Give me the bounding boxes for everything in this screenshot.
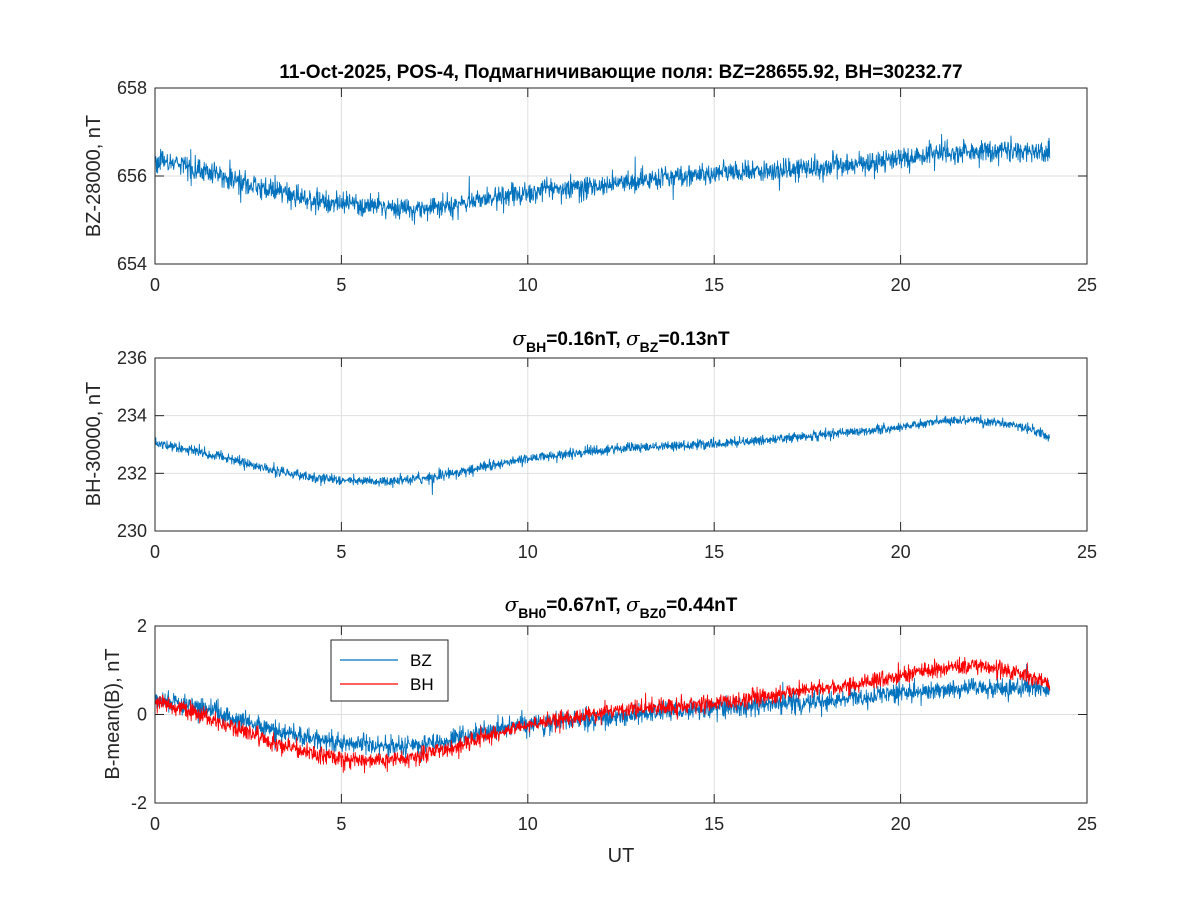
ylabel-bh: BH-30000, nT	[83, 382, 105, 507]
x-tick-label: 0	[150, 275, 160, 295]
sigma-bh-value: =0.16nT,	[546, 329, 626, 350]
ticks-bz: 0 5 10 15 20 25 654 656 658	[117, 78, 1097, 295]
x-tick-label: 15	[704, 814, 724, 834]
y-tick-label: 230	[117, 521, 147, 541]
chart-title-sigma-bh: σBH=0.16nT, σBZ=0.13nT	[512, 326, 730, 355]
axes-bh-frame	[154, 357, 1088, 532]
series-line-deviation-bh	[155, 656, 1051, 774]
x-tick-label: 20	[891, 814, 911, 834]
sigma-symbol: σ	[505, 592, 520, 616]
y-tick-label: 0	[137, 705, 147, 725]
chart-title-bz: 11-Oct-2025, POS-4, Подмагничивающие пол…	[279, 62, 962, 83]
axes-bh-background	[154, 357, 1088, 532]
plot-area-bz	[155, 133, 1051, 225]
y-tick-label: 2	[137, 616, 147, 636]
chart-title-sigma-deviation: σBH0=0.67nT, σBZ0=0.44nT	[505, 592, 738, 621]
sigma-symbol: σ	[512, 326, 527, 350]
sigma-symbol: σ	[626, 326, 641, 350]
y-tick-label: 236	[117, 348, 147, 368]
x-tick-label: 5	[336, 542, 346, 562]
panel-bz: 0 5 10 15 20 25 654 656 658 11-Oct-2025, POS-4, …	[83, 62, 1097, 295]
x-tick-label: 25	[1077, 542, 1097, 562]
plot-area-bh	[155, 414, 1051, 495]
ticks-bh: 0 5 10 15 20 25 230 232 234 236	[117, 348, 1097, 562]
subscript-bz: BZ	[640, 339, 659, 355]
legend-label-bz: BZ	[410, 651, 432, 670]
sigma-bz-value: =0.13nT	[658, 329, 730, 350]
x-tick-label: 0	[150, 814, 160, 834]
subscript-bh0: BH0	[518, 605, 546, 621]
x-tick-label: 25	[1077, 814, 1097, 834]
x-tick-label: 5	[336, 814, 346, 834]
legend: BZ BH	[330, 639, 449, 702]
series-line-bz-bz	[155, 133, 1051, 225]
y-tick-label: 658	[117, 78, 147, 98]
series-line-deviation-bz	[155, 663, 1051, 762]
y-tick-label: 232	[117, 463, 147, 483]
x-tick-label: 5	[336, 275, 346, 295]
x-tick-label: 10	[518, 814, 538, 834]
plot-area-deviation	[155, 656, 1051, 774]
legend-label-bh: BH	[410, 675, 434, 694]
y-tick-label: 656	[117, 166, 147, 186]
x-tick-label: 15	[704, 275, 724, 295]
subscript-bh: BH	[526, 339, 546, 355]
sigma-bz0-value: =0.44nT	[666, 595, 738, 616]
y-tick-label: -2	[131, 793, 147, 813]
subscript-bz0: BZ0	[640, 605, 667, 621]
ylabel-deviation: B-mean(B), nT	[102, 648, 124, 779]
x-tick-label: 10	[518, 275, 538, 295]
y-tick-label: 654	[117, 254, 147, 274]
x-tick-label: 25	[1077, 275, 1097, 295]
panel-deviation: 0 5 10 15 20 25-202 σBH0=0.67nT, σBZ0=0.44nT …	[102, 592, 1097, 867]
y-tick-label: 234	[117, 406, 147, 426]
x-tick-label: 0	[150, 542, 160, 562]
sigma-bh0-value: =0.67nT,	[546, 595, 626, 616]
ylabel-bz: BZ-28000, nT	[83, 115, 105, 237]
xlabel-ut: UT	[608, 845, 635, 867]
x-tick-label: 15	[704, 542, 724, 562]
series-line-bh-bh	[155, 414, 1051, 495]
x-tick-label: 10	[518, 542, 538, 562]
legend-box	[330, 639, 449, 702]
ticks-deviation: 0 5 10 15 20 25-202	[131, 616, 1097, 834]
x-tick-label: 20	[891, 542, 911, 562]
x-tick-label: 20	[891, 275, 911, 295]
sigma-symbol: σ	[626, 592, 641, 616]
